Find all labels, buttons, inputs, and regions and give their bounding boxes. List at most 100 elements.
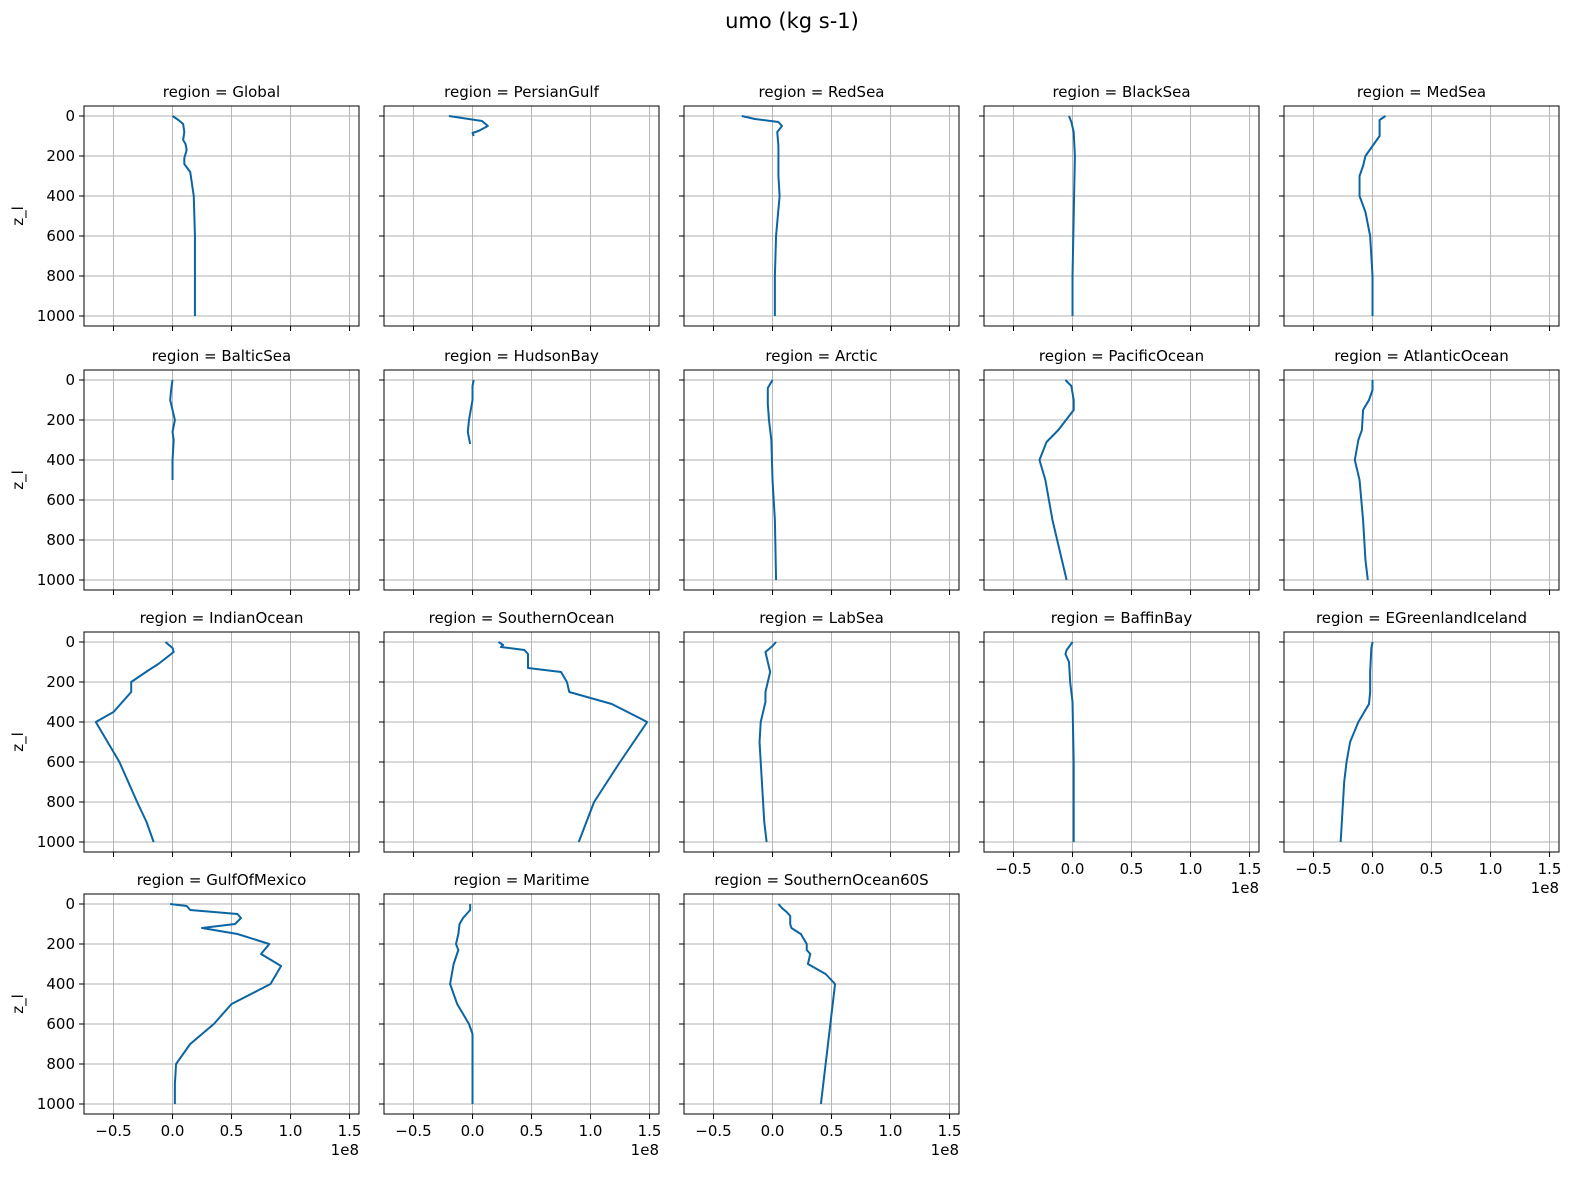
panel-title: region = Arctic (765, 347, 877, 365)
series-line (448, 115, 489, 137)
y-tick-label: 200 (46, 935, 75, 953)
x-offset-label: 1e8 (331, 1141, 359, 1159)
x-tick-label: 1.0 (1479, 860, 1503, 878)
x-offset-label: 1e8 (931, 1141, 959, 1159)
panel-title: region = SouthernOcean60S (714, 871, 928, 889)
y-tick-label: 600 (46, 227, 75, 245)
y-tick-label: 0 (65, 107, 75, 125)
series-line (741, 115, 783, 316)
y-tick-label: 200 (46, 411, 75, 429)
y-tick-label: 600 (46, 1015, 75, 1033)
panel-pacificocean: region = PacificOcean (979, 347, 1260, 595)
panel-title: region = SouthernOcean (429, 609, 615, 627)
panel-title: region = Global (163, 83, 280, 101)
axes-frame (383, 369, 660, 591)
y-tick-label: 800 (46, 1055, 75, 1073)
axes-frame (983, 631, 1260, 853)
series-line (1064, 641, 1075, 842)
x-tick-label: 0.5 (1120, 860, 1144, 878)
y-tick-label: 1000 (37, 1095, 75, 1113)
panel-gulfofmexico: region = GulfOfMexico −0.5 0.0 0.5 1.0 1.51e8… (9, 871, 361, 1159)
x-tick-label: 1.5 (638, 1122, 662, 1140)
y-axis-label: z_l (9, 470, 28, 490)
axes-frame (83, 631, 360, 853)
panel-southernocean60s: region = SouthernOcean60S −0.5 0.0 0.5 1.0 1.… (679, 871, 961, 1159)
series-line (466, 379, 475, 445)
y-tick-label: 0 (65, 895, 75, 913)
panel-title: region = HudsonBay (444, 347, 599, 365)
panel-balticsea: region = BalticSea 0 200 400 600 800 1000 z_l (9, 347, 360, 595)
y-tick-label: 400 (46, 713, 75, 731)
axes-frame (83, 893, 360, 1115)
x-offset-label: 1e8 (1531, 879, 1559, 897)
panel-egreenlandiceland: region = EGreenlandIceland −0.5 0.0 0.5 1.0 1… (1279, 609, 1561, 897)
axes-frame (383, 893, 660, 1115)
panel-title: region = GulfOfMexico (137, 871, 307, 889)
axes-frame (683, 369, 960, 591)
y-tick-label: 400 (46, 975, 75, 993)
x-offset-label: 1e8 (631, 1141, 659, 1159)
series-line (497, 641, 649, 843)
y-tick-label: 1000 (37, 833, 75, 851)
axes-frame (83, 369, 360, 591)
panel-title: region = MedSea (1357, 83, 1486, 101)
panel-title: region = LabSea (759, 609, 884, 627)
series-line (1358, 115, 1387, 316)
panel-blacksea: region = BlackSea (979, 83, 1260, 331)
x-tick-label: 0.0 (1361, 860, 1385, 878)
panel-labsea: region = LabSea (679, 609, 960, 857)
y-tick-label: 1000 (37, 307, 75, 325)
axes-frame (983, 105, 1260, 327)
panel-atlanticocean: region = AtlanticOcean (1279, 347, 1560, 595)
x-tick-label: 0.5 (220, 1122, 244, 1140)
panel-global: region = Global 0 200 400 600 800 1000 z_l (9, 83, 360, 331)
series-line (170, 903, 283, 1104)
x-tick-label: 1.0 (1179, 860, 1203, 878)
y-axis-label: z_l (9, 732, 28, 752)
x-tick-label: 1.0 (579, 1122, 603, 1140)
panel-persiangulf: region = PersianGulf (379, 83, 660, 331)
series-line (777, 903, 837, 1105)
x-tick-label: −0.5 (95, 1122, 131, 1140)
x-tick-label: 1.5 (338, 1122, 362, 1140)
panel-title: region = AtlanticOcean (1334, 347, 1509, 365)
x-tick-label: 1.0 (279, 1122, 303, 1140)
panel-title: region = BaffinBay (1051, 609, 1193, 627)
axes-frame (1283, 105, 1560, 327)
axes-frame (383, 105, 660, 327)
x-tick-label: 0.5 (820, 1122, 844, 1140)
y-tick-label: 0 (65, 633, 75, 651)
y-tick-label: 0 (65, 371, 75, 389)
y-axis-label: z_l (9, 206, 28, 226)
panel-title: region = PacificOcean (1039, 347, 1204, 365)
panel-indianocean: region = IndianOcean 0 200 400 600 800 1000 z_l (9, 609, 360, 857)
axes-frame (83, 105, 360, 327)
y-tick-label: 800 (46, 531, 75, 549)
y-tick-label: 200 (46, 147, 75, 165)
y-tick-label: 400 (46, 187, 75, 205)
series-line (758, 641, 777, 843)
axes-frame (683, 105, 960, 327)
panel-title: region = PersianGulf (444, 83, 599, 101)
series-line (1339, 641, 1374, 843)
panels-group: region = Global02004006008001000z_lregio… (9, 83, 1561, 1159)
panel-arctic: region = Arctic (679, 347, 960, 595)
axes-frame (683, 631, 960, 853)
series-line (171, 115, 196, 316)
x-tick-label: 1.5 (938, 1122, 962, 1140)
y-tick-label: 1000 (37, 571, 75, 589)
panel-redsea: region = RedSea (679, 83, 960, 331)
panel-title: region = RedSea (759, 83, 885, 101)
x-tick-label: 0.0 (761, 1122, 785, 1140)
y-tick-label: 400 (46, 451, 75, 469)
x-tick-label: 0.0 (461, 1122, 485, 1140)
figure-title: umo (kg s-1) (725, 9, 859, 33)
series-line (169, 379, 176, 480)
x-tick-label: 1.0 (879, 1122, 903, 1140)
y-tick-label: 600 (46, 491, 75, 509)
x-tick-label: −0.5 (395, 1122, 431, 1140)
series-line (1068, 115, 1076, 316)
axes-frame (983, 369, 1260, 591)
y-tick-label: 600 (46, 753, 75, 771)
